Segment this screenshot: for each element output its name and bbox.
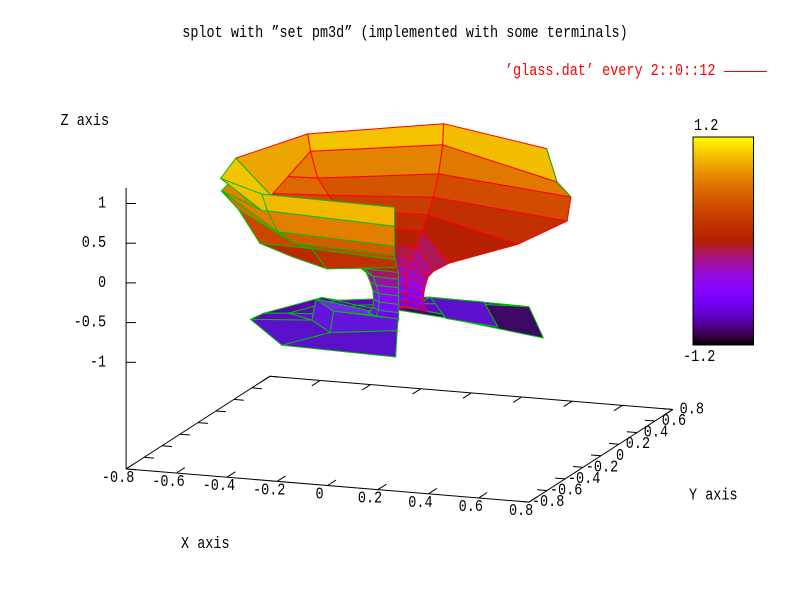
svg-text:-0.8: -0.8 [102,468,134,487]
svg-text:1.2: 1.2 [694,116,718,135]
svg-text:X axis: X axis [181,534,230,553]
svg-text:0: 0 [98,273,106,292]
svg-text:-0.2: -0.2 [253,480,285,499]
svg-text:-0.2: -0.2 [586,457,618,476]
svg-text:0.8: 0.8 [680,400,704,419]
svg-text:Y axis: Y axis [689,486,738,505]
svg-text:Z axis: Z axis [61,111,110,130]
svg-text:-1: -1 [90,352,106,371]
svg-text:0.4: 0.4 [408,493,432,512]
svg-text:-1.2: -1.2 [683,347,715,366]
svg-text:-0.5: -0.5 [74,313,106,332]
svg-text:0.4: 0.4 [644,423,668,442]
svg-text:-0.6: -0.6 [152,472,184,491]
svg-text:-0.6: -0.6 [550,481,582,500]
svg-text:0.6: 0.6 [662,411,686,430]
svg-text:0: 0 [616,446,624,465]
svg-text:-0.8: -0.8 [532,492,564,511]
svg-text:’glass.dat’ every 2::0::12: ’glass.dat’ every 2::0::12 [505,61,716,80]
svg-text:0.6: 0.6 [459,497,483,516]
svg-text:-0.4: -0.4 [203,476,235,495]
svg-text:1: 1 [98,194,106,213]
svg-text:0.5: 0.5 [82,233,106,252]
svg-text:0: 0 [316,485,324,504]
svg-text:splot with ”set pm3d” (impleme: splot with ”set pm3d” (implemented with … [182,23,628,42]
svg-text:0.2: 0.2 [626,434,650,453]
svg-text:0.8: 0.8 [509,501,533,520]
svg-text:-0.4: -0.4 [568,469,600,488]
svg-text:0.2: 0.2 [358,489,382,508]
